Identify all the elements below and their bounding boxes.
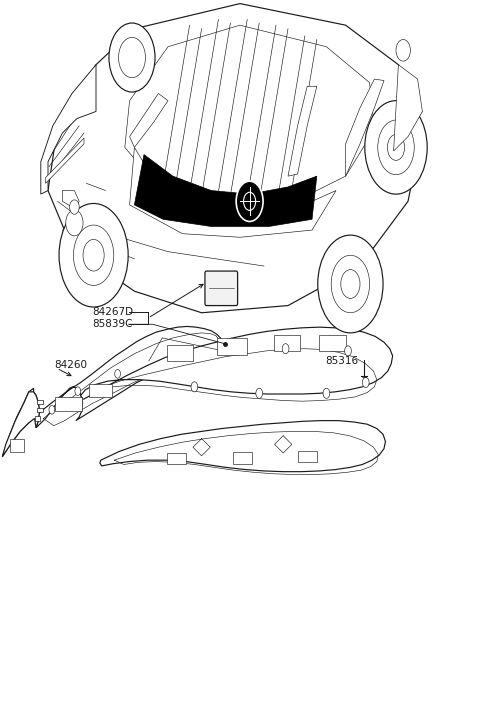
Circle shape: [341, 270, 360, 298]
Circle shape: [331, 255, 370, 313]
FancyBboxPatch shape: [205, 271, 238, 306]
FancyBboxPatch shape: [167, 345, 193, 361]
Polygon shape: [81, 327, 393, 399]
Circle shape: [66, 210, 83, 236]
FancyBboxPatch shape: [10, 439, 24, 452]
Polygon shape: [394, 65, 422, 151]
Circle shape: [396, 40, 410, 61]
Circle shape: [83, 239, 104, 271]
Text: 84267D: 84267D: [93, 307, 134, 317]
Text: 85839C: 85839C: [93, 319, 133, 329]
Polygon shape: [130, 93, 168, 147]
FancyBboxPatch shape: [217, 338, 247, 355]
Polygon shape: [130, 147, 336, 237]
Circle shape: [70, 200, 79, 214]
Circle shape: [59, 203, 128, 307]
Polygon shape: [48, 4, 422, 313]
FancyBboxPatch shape: [233, 452, 252, 464]
FancyBboxPatch shape: [274, 335, 300, 351]
Text: 85316: 85316: [325, 356, 359, 366]
FancyBboxPatch shape: [298, 451, 317, 462]
FancyBboxPatch shape: [37, 400, 43, 404]
Circle shape: [75, 387, 81, 395]
Circle shape: [387, 134, 405, 160]
FancyBboxPatch shape: [167, 453, 186, 464]
FancyBboxPatch shape: [37, 408, 43, 412]
Polygon shape: [41, 65, 96, 194]
Polygon shape: [46, 138, 84, 183]
Circle shape: [191, 382, 198, 392]
Polygon shape: [100, 421, 385, 472]
Polygon shape: [125, 25, 374, 209]
FancyBboxPatch shape: [319, 335, 346, 351]
Circle shape: [282, 344, 289, 354]
Circle shape: [318, 235, 383, 333]
Circle shape: [109, 23, 155, 92]
Polygon shape: [2, 392, 39, 457]
Circle shape: [345, 346, 351, 356]
FancyBboxPatch shape: [89, 384, 112, 397]
Circle shape: [365, 101, 427, 194]
FancyBboxPatch shape: [35, 416, 40, 421]
Text: 84260: 84260: [54, 360, 87, 370]
Circle shape: [378, 120, 414, 175]
Circle shape: [115, 370, 120, 378]
FancyBboxPatch shape: [55, 397, 82, 411]
Circle shape: [323, 388, 330, 398]
Circle shape: [362, 377, 369, 388]
Polygon shape: [62, 191, 79, 209]
Circle shape: [49, 406, 55, 414]
Polygon shape: [288, 86, 317, 176]
Polygon shape: [346, 79, 384, 176]
Circle shape: [73, 225, 114, 285]
Circle shape: [236, 181, 263, 221]
Circle shape: [119, 37, 145, 78]
Polygon shape: [2, 326, 225, 457]
Polygon shape: [134, 155, 317, 226]
Circle shape: [256, 388, 263, 398]
Circle shape: [243, 192, 256, 211]
